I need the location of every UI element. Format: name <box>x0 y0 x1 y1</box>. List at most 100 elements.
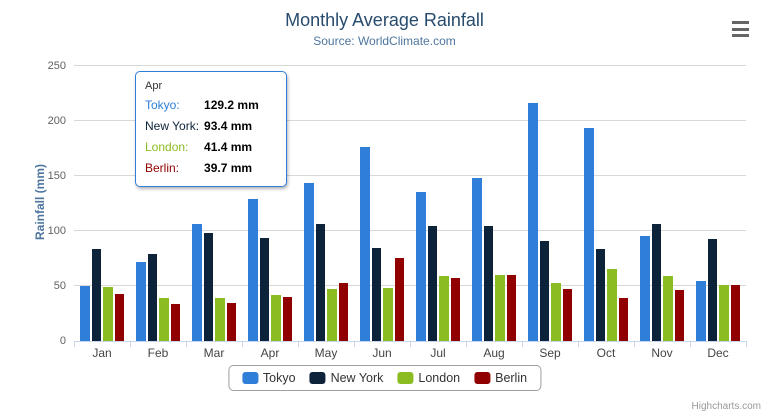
tooltip-series-label: Berlin: <box>145 161 180 175</box>
hamburger-icon <box>732 34 749 37</box>
x-axis-tick <box>298 341 299 347</box>
bar-tokyo-aug[interactable] <box>472 177 482 341</box>
bar-tokyo-dec[interactable] <box>696 281 706 341</box>
x-axis-label-sep: Sep <box>539 346 561 360</box>
bar-tokyo-mar[interactable] <box>192 223 202 341</box>
bar-new-york-jun[interactable] <box>371 248 381 341</box>
tooltip-series-label: London: <box>145 140 189 154</box>
bar-berlin-may[interactable] <box>338 283 348 341</box>
x-axis-label-feb: Feb <box>147 346 169 360</box>
bar-london-feb[interactable] <box>159 298 169 341</box>
gridline <box>74 175 746 176</box>
bar-new-york-feb[interactable] <box>147 254 157 341</box>
bar-tokyo-jun[interactable] <box>360 147 370 341</box>
bar-tokyo-sep[interactable] <box>528 102 538 341</box>
bar-new-york-nov[interactable] <box>651 223 661 341</box>
bar-london-dec[interactable] <box>719 284 729 341</box>
bar-new-york-apr[interactable] <box>259 238 269 341</box>
x-axis-tick <box>130 341 131 347</box>
bar-new-york-mar[interactable] <box>203 232 213 341</box>
x-axis-tick <box>242 341 243 347</box>
bar-london-jan[interactable] <box>103 287 113 341</box>
bar-berlin-feb[interactable] <box>170 304 180 341</box>
bar-tokyo-nov[interactable] <box>640 235 650 341</box>
bar-new-york-dec[interactable] <box>707 239 717 341</box>
bar-berlin-mar[interactable] <box>226 303 236 341</box>
bar-new-york-sep[interactable] <box>539 240 549 341</box>
bar-london-oct[interactable] <box>607 269 617 341</box>
tooltip-series-label: Tokyo: <box>145 98 180 112</box>
tooltip-series-value: 39.7 mm <box>204 161 253 175</box>
chart-title: Monthly Average Rainfall <box>285 10 484 30</box>
x-axis-tick <box>746 341 747 347</box>
x-axis-tick <box>522 341 523 347</box>
legend-item-london[interactable]: London <box>397 371 460 385</box>
bar-tokyo-may[interactable] <box>304 182 314 341</box>
tooltip-series-value: 93.4 mm <box>204 119 253 133</box>
bar-london-sep[interactable] <box>551 283 561 341</box>
gridline <box>74 285 746 286</box>
bar-new-york-jul[interactable] <box>427 225 437 341</box>
legend-item-tokyo[interactable]: Tokyo <box>241 371 296 385</box>
x-axis-label-may: May <box>314 346 338 360</box>
bar-new-york-may[interactable] <box>315 224 325 341</box>
legend-symbol-icon <box>474 372 491 384</box>
x-axis-label-mar: Mar <box>203 346 225 360</box>
bar-berlin-jun[interactable] <box>394 257 404 341</box>
legend-symbol-icon <box>397 372 414 384</box>
y-axis-label: 200 <box>47 115 66 127</box>
bar-berlin-oct[interactable] <box>618 298 628 341</box>
bar-berlin-sep[interactable] <box>562 288 572 341</box>
chart-subtitle: Source: WorldClimate.com <box>313 34 456 48</box>
x-axis-tick <box>466 341 467 347</box>
bar-london-jul[interactable] <box>439 276 449 341</box>
bar-tokyo-feb[interactable] <box>136 262 146 341</box>
legend: Tokyo New York London Berlin <box>227 365 542 391</box>
x-axis-tick <box>634 341 635 347</box>
bar-berlin-jan[interactable] <box>114 294 124 341</box>
bar-london-aug[interactable] <box>495 275 505 341</box>
bar-berlin-dec[interactable] <box>730 284 740 341</box>
tooltip-row: London: 41.4 mm <box>145 137 259 158</box>
bar-new-york-jan[interactable] <box>91 249 101 341</box>
bar-tokyo-oct[interactable] <box>584 127 594 341</box>
bar-london-may[interactable] <box>327 289 337 341</box>
export-menu-button[interactable] <box>732 21 752 37</box>
tooltip-header: Apr <box>145 80 163 92</box>
bar-london-nov[interactable] <box>663 275 673 341</box>
y-axis-label: 50 <box>53 280 66 292</box>
legend-item-new-york[interactable]: New York <box>309 371 384 385</box>
bar-tokyo-apr[interactable] <box>248 198 258 341</box>
hamburger-icon <box>732 27 749 31</box>
x-axis-tick <box>186 341 187 347</box>
bar-berlin-apr[interactable] <box>282 297 292 341</box>
tooltip-series-value: 41.4 mm <box>204 140 253 154</box>
bar-london-mar[interactable] <box>215 297 225 341</box>
legend-symbol-icon <box>241 372 258 384</box>
legend-label: Berlin <box>495 371 528 385</box>
x-axis-tick <box>354 341 355 347</box>
x-axis-label-jan: Jan <box>92 346 112 360</box>
tooltip-row: Berlin: 39.7 mm <box>145 158 259 179</box>
tooltip-series-value: 129.2 mm <box>204 98 259 112</box>
tooltip-row: Tokyo: 129.2 mm <box>145 95 259 116</box>
bar-new-york-aug[interactable] <box>483 226 493 341</box>
bar-tokyo-jul[interactable] <box>416 191 426 341</box>
bar-new-york-oct[interactable] <box>595 249 605 341</box>
legend-symbol-icon <box>309 372 326 384</box>
legend-label: Tokyo <box>262 371 296 385</box>
legend-item-berlin[interactable]: Berlin <box>474 371 527 385</box>
legend-label: New York <box>330 371 384 385</box>
y-axis-label: 250 <box>47 60 66 72</box>
tooltip: Apr Tokyo: 129.2 mm New York: 93.4 mm London… <box>135 71 287 187</box>
bar-berlin-jul[interactable] <box>450 277 460 341</box>
credits-link[interactable]: Highcharts.com <box>691 401 761 412</box>
bar-tokyo-jan[interactable] <box>80 286 90 341</box>
x-axis-label-nov: Nov <box>651 346 673 360</box>
bar-berlin-nov[interactable] <box>674 289 684 341</box>
plot-area <box>74 65 746 341</box>
bar-london-apr[interactable] <box>271 295 281 341</box>
bar-london-jun[interactable] <box>383 287 393 341</box>
bar-berlin-aug[interactable] <box>506 274 516 341</box>
